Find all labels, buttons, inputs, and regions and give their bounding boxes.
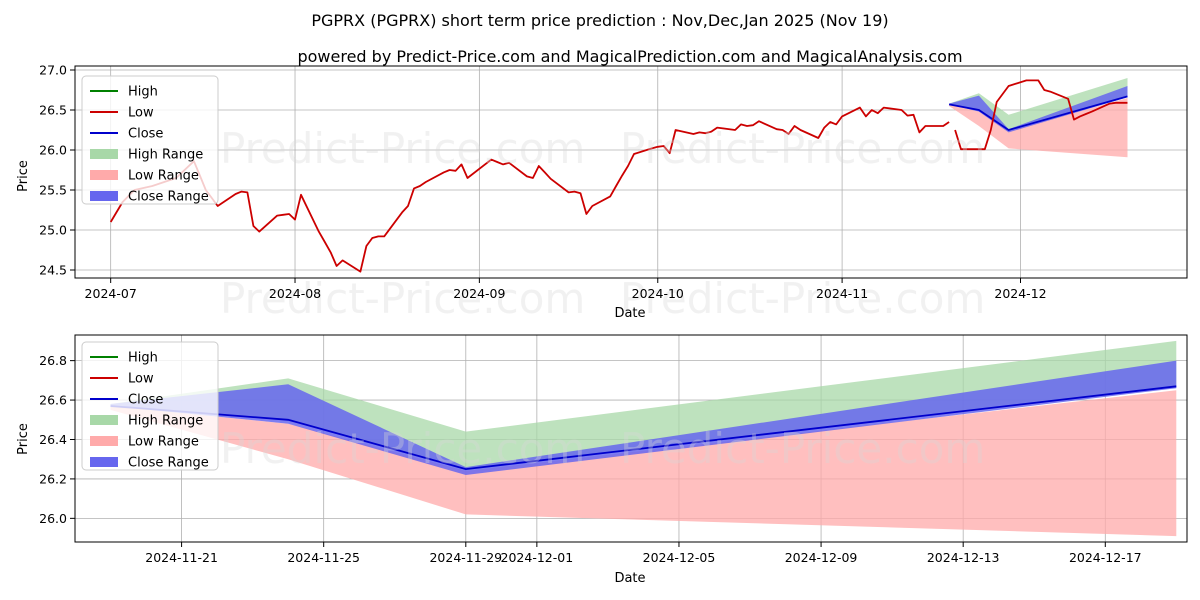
legend-label: Low	[128, 372, 154, 387]
low-range-band	[110, 390, 1177, 537]
prediction-ranges	[110, 340, 1177, 537]
watermark-text: Predict-Price.com	[620, 124, 985, 173]
legend-label: High Range	[128, 148, 203, 163]
legend-item: Low Range	[90, 169, 199, 184]
x-tick-label: 2024-11-29	[429, 550, 502, 565]
watermark-text: Predict-Price.com	[220, 124, 585, 173]
legend-item: High	[90, 85, 158, 100]
legend-swatch	[90, 436, 118, 446]
legend-item: Close Range	[90, 456, 209, 471]
plot-frame	[74, 65, 1188, 279]
legend: High Low Close High Range Low Range Close Ran…	[81, 341, 219, 471]
legend-label: High	[128, 351, 158, 366]
legend-swatch	[90, 457, 118, 467]
y-tick-label: 26.0	[39, 511, 67, 526]
legend-swatch	[90, 170, 118, 180]
x-tick-label: 2024-10	[632, 286, 684, 301]
y-tick-label: 27.0	[39, 63, 67, 78]
y-axis-ticks: 24.5 25.0 25.5 26.0 26.5 27.0	[39, 63, 75, 278]
y-axis-label: Price	[16, 160, 31, 192]
watermark-text: Predict-Price.com	[620, 424, 985, 473]
x-axis-label: Date	[614, 306, 645, 321]
legend-item: Close	[90, 393, 163, 408]
legend-label: Close Range	[128, 190, 209, 205]
x-tick-label: 2024-11-25	[287, 550, 360, 565]
legend-label: High	[128, 85, 158, 100]
y-tick-label: 24.5	[39, 263, 67, 278]
low-range-band	[949, 98, 1128, 158]
watermark-text: Predict-Price.com	[220, 424, 585, 473]
legend-item: Low	[90, 372, 154, 387]
legend-label: Low Range	[128, 169, 199, 184]
y-tick-label: 25.0	[39, 223, 67, 238]
chart-subtitle: powered by Predict-Price.com and Magical…	[297, 47, 962, 66]
legend-item: High Range	[90, 148, 203, 163]
chart-title: PGPRX (PGPRX) short term price predictio…	[311, 11, 888, 30]
x-tick-label: 2024-12-13	[927, 550, 1000, 565]
legend-swatch	[90, 149, 118, 159]
legend-label: Close	[128, 127, 163, 142]
low-line	[109, 106, 950, 273]
legend-item: Low Range	[90, 435, 199, 450]
legend-label: Close	[128, 393, 163, 408]
legend-item: Low	[90, 106, 154, 121]
legend-swatch	[90, 415, 118, 425]
x-tick-label: 2024-12-05	[643, 550, 716, 565]
y-tick-label: 26.2	[39, 471, 67, 486]
grid-lines	[75, 66, 1187, 278]
legend-label: Close Range	[128, 456, 209, 471]
y-tick-label: 26.4	[39, 432, 67, 447]
y-axis-ticks: 26.0 26.2 26.4 26.6 26.8	[39, 353, 75, 526]
legend-item: Close	[90, 127, 163, 142]
y-axis-label: Price	[16, 423, 31, 455]
watermark: Predict-Price.com Predict-Price.com	[220, 424, 985, 473]
y-tick-label: 26.5	[39, 103, 67, 118]
x-tick-label: 2024-11-21	[145, 550, 218, 565]
x-axis-label: Date	[614, 571, 645, 586]
legend: High Low Close High Range Low Range Close Ran…	[81, 75, 219, 205]
x-tick-label: 2024-11	[816, 286, 868, 301]
y-tick-label: 26.0	[39, 143, 67, 158]
price-lines	[109, 79, 1128, 273]
plot-frame	[74, 334, 1188, 543]
legend-label: Low Range	[128, 435, 199, 450]
legend-item: High Range	[90, 414, 203, 429]
legend-label: High Range	[128, 414, 203, 429]
prediction-panel: Predict-Price.com Predict-Price.com 2024…	[16, 334, 1188, 586]
low-line	[954, 79, 1128, 151]
legend-item: Close Range	[90, 190, 209, 205]
legend-label: Low	[128, 106, 154, 121]
legend-item: High	[90, 351, 158, 366]
close-range-band	[110, 360, 1177, 475]
watermark-text: Predict-Price.com	[220, 274, 585, 323]
x-tick-label: 2024-12-01	[501, 550, 574, 565]
y-tick-label: 26.6	[39, 393, 67, 408]
x-axis-ticks: 2024-07 2024-08 2024-09 2024-10 2024-11 2024-…	[85, 278, 1047, 301]
watermark-text: Predict-Price.com	[620, 274, 985, 323]
price-history-panel: Predict-Price.com Predict-Price.com Pred…	[16, 63, 1188, 323]
y-tick-label: 26.8	[39, 353, 67, 368]
x-tick-label: 2024-12-09	[785, 550, 858, 565]
watermark: Predict-Price.com Predict-Price.com Pred…	[220, 124, 985, 323]
y-tick-label: 25.5	[39, 183, 67, 198]
x-tick-label: 2024-07	[85, 286, 137, 301]
legend-swatch	[90, 191, 118, 201]
x-tick-label: 2024-12	[994, 286, 1046, 301]
x-axis-ticks: 2024-11-21 2024-11-25 2024-11-292024-12-01…	[145, 542, 1142, 565]
x-tick-label: 2024-12-17	[1069, 550, 1142, 565]
x-tick-label: 2024-08	[269, 286, 321, 301]
x-tick-label: 2024-09	[453, 286, 505, 301]
